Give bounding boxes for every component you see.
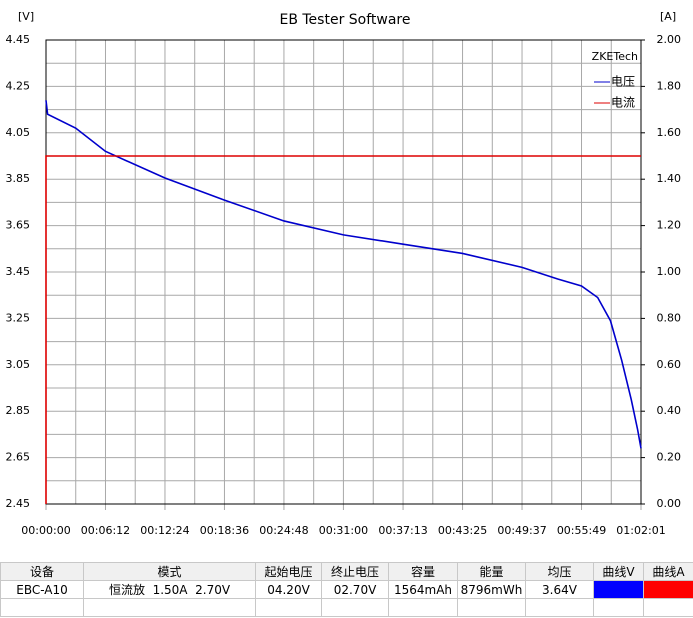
y2-axis-label: [A] <box>660 10 676 23</box>
y-axis-label: [V] <box>18 10 34 23</box>
series-line <box>45 100 642 449</box>
y2-tick-label: 0.00 <box>657 497 682 510</box>
y-tick-label: 3.05 <box>6 358 31 371</box>
table-header: 设备 <box>0 562 84 581</box>
x-tick-label: 00:43:25 <box>438 524 487 537</box>
y2-tick-label: 1.00 <box>657 265 682 278</box>
table-header: 曲线V <box>593 562 644 581</box>
summary-table: 设备 模式 起始电压 终止电压 容量 能量 均压 曲线V 曲线A EBC-A10 恒流放 1.50A… <box>0 562 693 617</box>
x-tick-label: 00:18:36 <box>200 524 249 537</box>
table-cell <box>643 580 693 599</box>
table-header: 曲线A <box>643 562 693 581</box>
y2-tick-label: 1.60 <box>657 126 682 139</box>
y-tick-label: 3.65 <box>6 219 31 232</box>
y2-tick-label: 0.40 <box>657 404 682 417</box>
table-cell: EBC-A10 <box>0 580 84 599</box>
watermark: ZKETech <box>592 50 638 63</box>
y-tick-label: 4.45 <box>6 33 31 46</box>
series-line <box>45 155 641 504</box>
x-tick-label: 00:00:00 <box>21 524 70 537</box>
y2-tick-label: 2.00 <box>657 33 682 46</box>
x-tick-label: 00:24:48 <box>259 524 308 537</box>
y-tick-label: 3.45 <box>6 265 31 278</box>
y-tick-label: 2.65 <box>6 451 31 464</box>
legend-label: 电流 <box>611 96 635 110</box>
y2-tick-label: 0.20 <box>657 451 682 464</box>
x-tick-label: 00:12:24 <box>140 524 189 537</box>
table-cell: 02.70V <box>321 580 389 599</box>
y2-tick-label: 1.80 <box>657 79 682 92</box>
table-header: 能量 <box>457 562 526 581</box>
y2-tick-label: 1.40 <box>657 172 682 185</box>
table-cell: 恒流放 1.50A 2.70V <box>83 580 256 599</box>
table-cell: 3.64V <box>525 580 594 599</box>
table-header: 终止电压 <box>321 562 389 581</box>
table-header: 模式 <box>83 562 256 581</box>
y-tick-label: 2.85 <box>6 404 31 417</box>
x-tick-label: 01:02:01 <box>616 524 665 537</box>
y-tick-label: 4.25 <box>6 79 31 92</box>
table-cell: 04.20V <box>255 580 322 599</box>
table-header: 容量 <box>388 562 458 581</box>
table-cell: 8796mWh <box>457 580 526 599</box>
y2-tick-label: 0.80 <box>657 311 682 324</box>
y-tick-label: 3.25 <box>6 311 31 324</box>
y2-tick-label: 0.60 <box>657 358 682 371</box>
y-tick-label: 4.05 <box>6 126 31 139</box>
table-header: 起始电压 <box>255 562 322 581</box>
chart-title: EB Tester Software <box>279 12 410 28</box>
y-tick-label: 2.45 <box>6 497 31 510</box>
y2-tick-label: 1.20 <box>657 219 682 232</box>
table-cell <box>593 580 644 599</box>
table-header: 均压 <box>525 562 594 581</box>
legend-label: 电压 <box>611 75 635 89</box>
y-tick-label: 3.85 <box>6 172 31 185</box>
x-tick-label: 00:55:49 <box>557 524 606 537</box>
table-cell: 1564mAh <box>388 580 458 599</box>
x-tick-label: 00:06:12 <box>81 524 130 537</box>
x-tick-label: 00:31:00 <box>319 524 368 537</box>
x-tick-label: 00:49:37 <box>497 524 546 537</box>
chart: EB Tester Software [V] [A] 2.45 2.65 2.85 3… <box>6 10 682 537</box>
x-tick-label: 00:37:13 <box>378 524 427 537</box>
